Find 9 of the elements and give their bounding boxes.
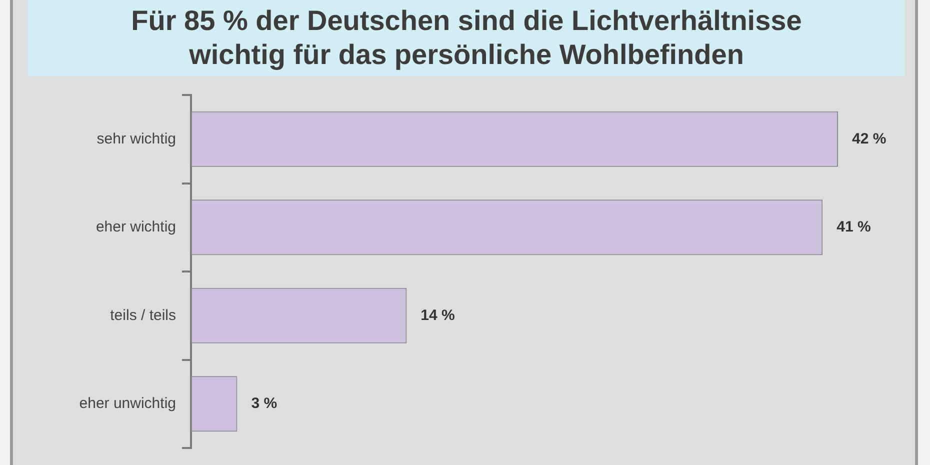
data-label: 3 %	[251, 395, 278, 412]
data-label: 42 %	[852, 130, 886, 148]
data-label: 41 %	[836, 218, 871, 236]
y-tick-label: eher wichtig	[96, 218, 176, 236]
chart-title: Für 85 % der Deutschen sind die Lichtverhältnisse wichtig für das persönliche Wohlbefinden	[28, 0, 905, 76]
y-tick-label: sehr wichtig	[96, 130, 176, 148]
y-tick-label: teils / teils	[110, 306, 176, 324]
data-label: 14 %	[420, 306, 455, 324]
y-tick-label: eher unwichtig	[79, 395, 176, 412]
